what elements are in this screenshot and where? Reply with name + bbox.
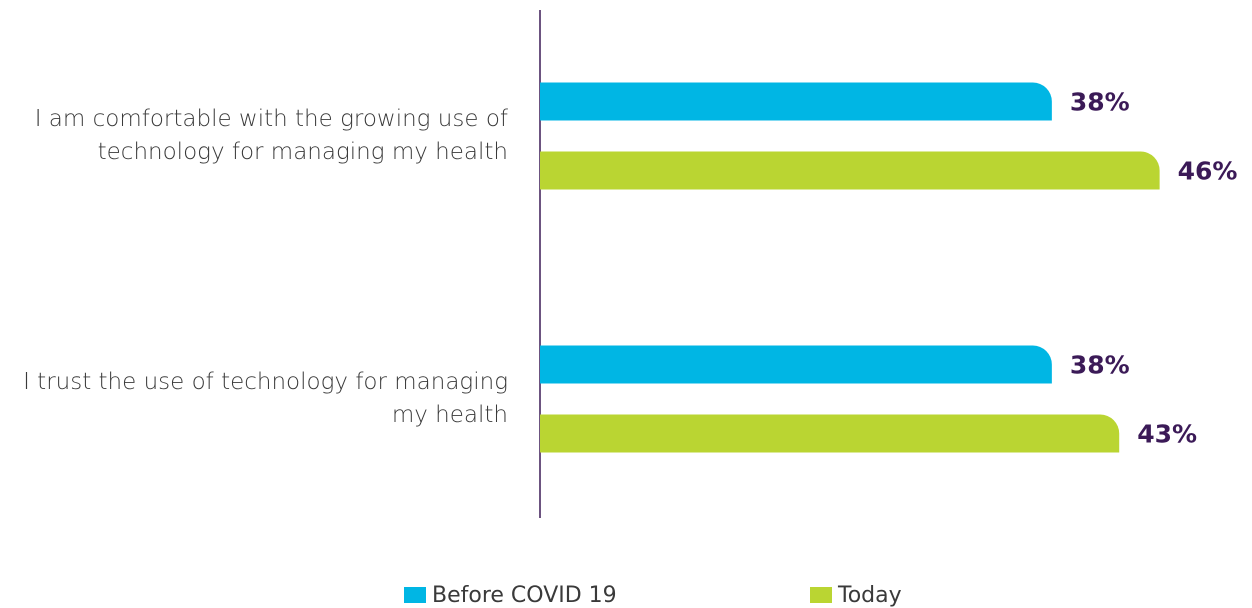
legend-swatch [404,587,426,603]
bar [540,151,1160,190]
category-label: I am comfortable with the growing use of… [34,106,508,165]
bar [540,414,1120,453]
bar [540,345,1052,384]
legend-label: Today [837,583,902,608]
value-label: 38% [1070,351,1130,380]
bar [540,82,1052,121]
value-label: 38% [1070,88,1130,117]
category-label: I trust the use of technology for managi… [23,369,508,428]
value-label: 46% [1178,157,1238,186]
legend-label: Before COVID 19 [432,583,617,608]
value-label: 43% [1137,420,1197,449]
legend-swatch [810,587,832,603]
